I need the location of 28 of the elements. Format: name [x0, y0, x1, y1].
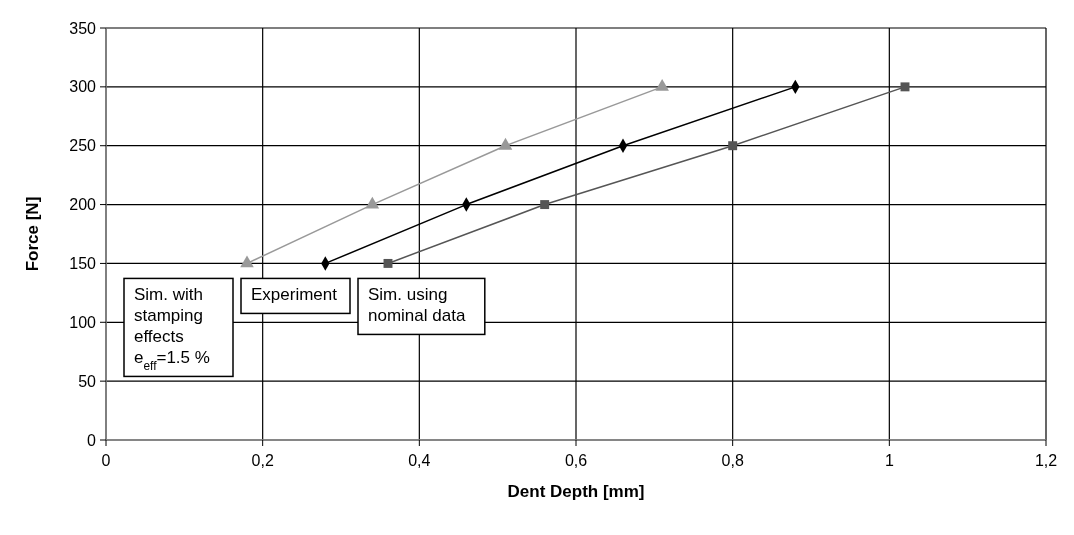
y-tick-label: 50 [78, 372, 97, 390]
x-tick-label: 0,8 [721, 452, 744, 469]
point [365, 196, 380, 209]
y-tick-label: 300 [69, 78, 97, 96]
x-axis-title: Dent Depth [mm] [507, 482, 645, 501]
y-tick-label: 200 [69, 196, 97, 214]
x-tick-label: 0,6 [564, 452, 588, 469]
point [900, 82, 910, 92]
y-tick-label: 150 [69, 255, 97, 273]
point [655, 79, 669, 91]
y-tick-label: 0 [87, 431, 97, 449]
series-label: Experiment [251, 285, 338, 305]
y-tick-label: 250 [69, 137, 97, 155]
series-label: Sim. using nominal data [368, 285, 466, 326]
point [383, 258, 393, 268]
x-tick-label: 1 [884, 452, 894, 469]
text: Sim. with stamping effects e$_{eff}$=1.5 % [134, 285, 210, 374]
x-tick-label: 0,4 [408, 452, 431, 469]
point [240, 255, 254, 268]
point [540, 200, 550, 210]
point [498, 137, 513, 150]
y-tick-label: 350 [69, 19, 97, 37]
x-tick-label: 0,2 [251, 452, 274, 469]
y-axis-title: Force [N] [23, 196, 42, 272]
x-tick-label: 1,2 [1034, 452, 1058, 469]
y-tick-label: 100 [69, 313, 97, 331]
x-tick-label: 0 [101, 452, 111, 469]
point [728, 141, 738, 151]
